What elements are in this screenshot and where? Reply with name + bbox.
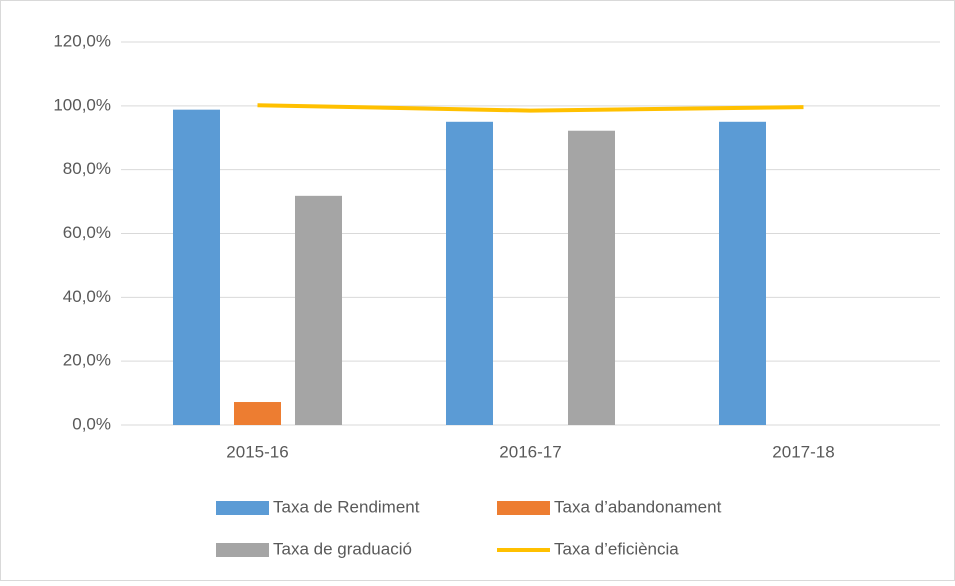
y-tick-label: 20,0% xyxy=(63,351,111,370)
legend-swatch xyxy=(216,501,269,515)
x-tick-label: 2015-16 xyxy=(226,442,288,461)
y-tick-label: 80,0% xyxy=(63,159,111,178)
bar xyxy=(719,121,766,426)
legend-label: Taxa d’abandonament xyxy=(554,497,722,516)
y-tick-label: 0,0% xyxy=(72,414,111,433)
x-tick-label: 2016-17 xyxy=(499,442,561,461)
y-tick-label: 40,0% xyxy=(63,287,111,306)
legend-swatch xyxy=(497,501,550,515)
bar xyxy=(568,130,615,425)
y-tick-label: 100,0% xyxy=(53,95,111,114)
y-tick-label: 120,0% xyxy=(53,31,111,50)
legend-label: Taxa d’eficiència xyxy=(554,539,679,558)
bar xyxy=(234,402,281,425)
y-tick-label: 60,0% xyxy=(63,223,111,242)
legend-swatch xyxy=(216,543,269,557)
legend-label: Taxa de graduació xyxy=(273,539,412,558)
line xyxy=(257,103,804,113)
x-tick-label: 2017-18 xyxy=(772,442,834,461)
legend-label: Taxa de Rendiment xyxy=(273,497,420,516)
bar xyxy=(173,109,220,425)
bar xyxy=(446,121,493,426)
bar xyxy=(295,195,342,425)
